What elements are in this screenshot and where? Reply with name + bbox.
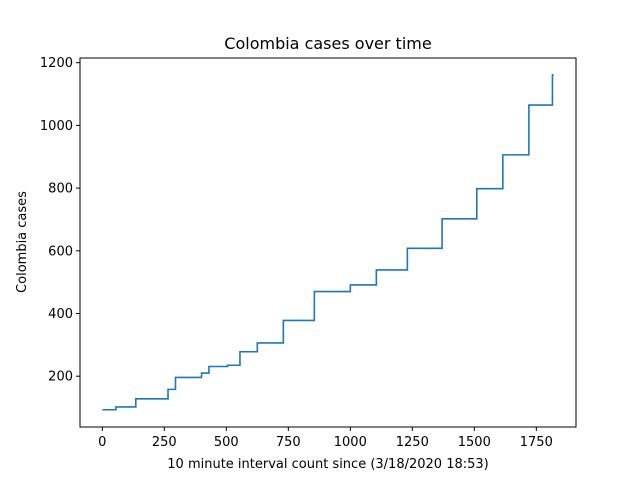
x-tick-label: 1500 bbox=[458, 435, 491, 450]
y-tick-label: 1000 bbox=[40, 119, 73, 134]
x-tick-label: 500 bbox=[214, 435, 239, 450]
plot-area bbox=[102, 74, 554, 411]
y-tick-label: 1200 bbox=[40, 56, 73, 71]
y-axis-label: Colombia cases bbox=[15, 191, 30, 293]
x-tick-label: 750 bbox=[276, 435, 301, 450]
x-tick-label: 1000 bbox=[334, 435, 367, 450]
series-line-0 bbox=[102, 74, 554, 411]
x-tick-label: 1750 bbox=[520, 435, 553, 450]
x-axis: 0 250 500 750 1000 1250 1500 1750 bbox=[98, 427, 553, 450]
y-tick-label: 400 bbox=[48, 307, 73, 322]
x-axis-label: 10 minute interval count since (3/18/202… bbox=[167, 457, 488, 472]
plot-frame bbox=[79, 57, 577, 428]
y-tick-label: 200 bbox=[48, 370, 73, 385]
x-tick-label: 1250 bbox=[396, 435, 429, 450]
chart-title: Colombia cases over time bbox=[224, 34, 431, 53]
y-axis: 200 400 600 800 1000 1200 bbox=[40, 56, 80, 385]
x-tick-label: 250 bbox=[152, 435, 177, 450]
y-tick-label: 600 bbox=[48, 244, 73, 259]
y-tick-label: 800 bbox=[48, 182, 73, 197]
x-tick-label: 0 bbox=[98, 435, 106, 450]
